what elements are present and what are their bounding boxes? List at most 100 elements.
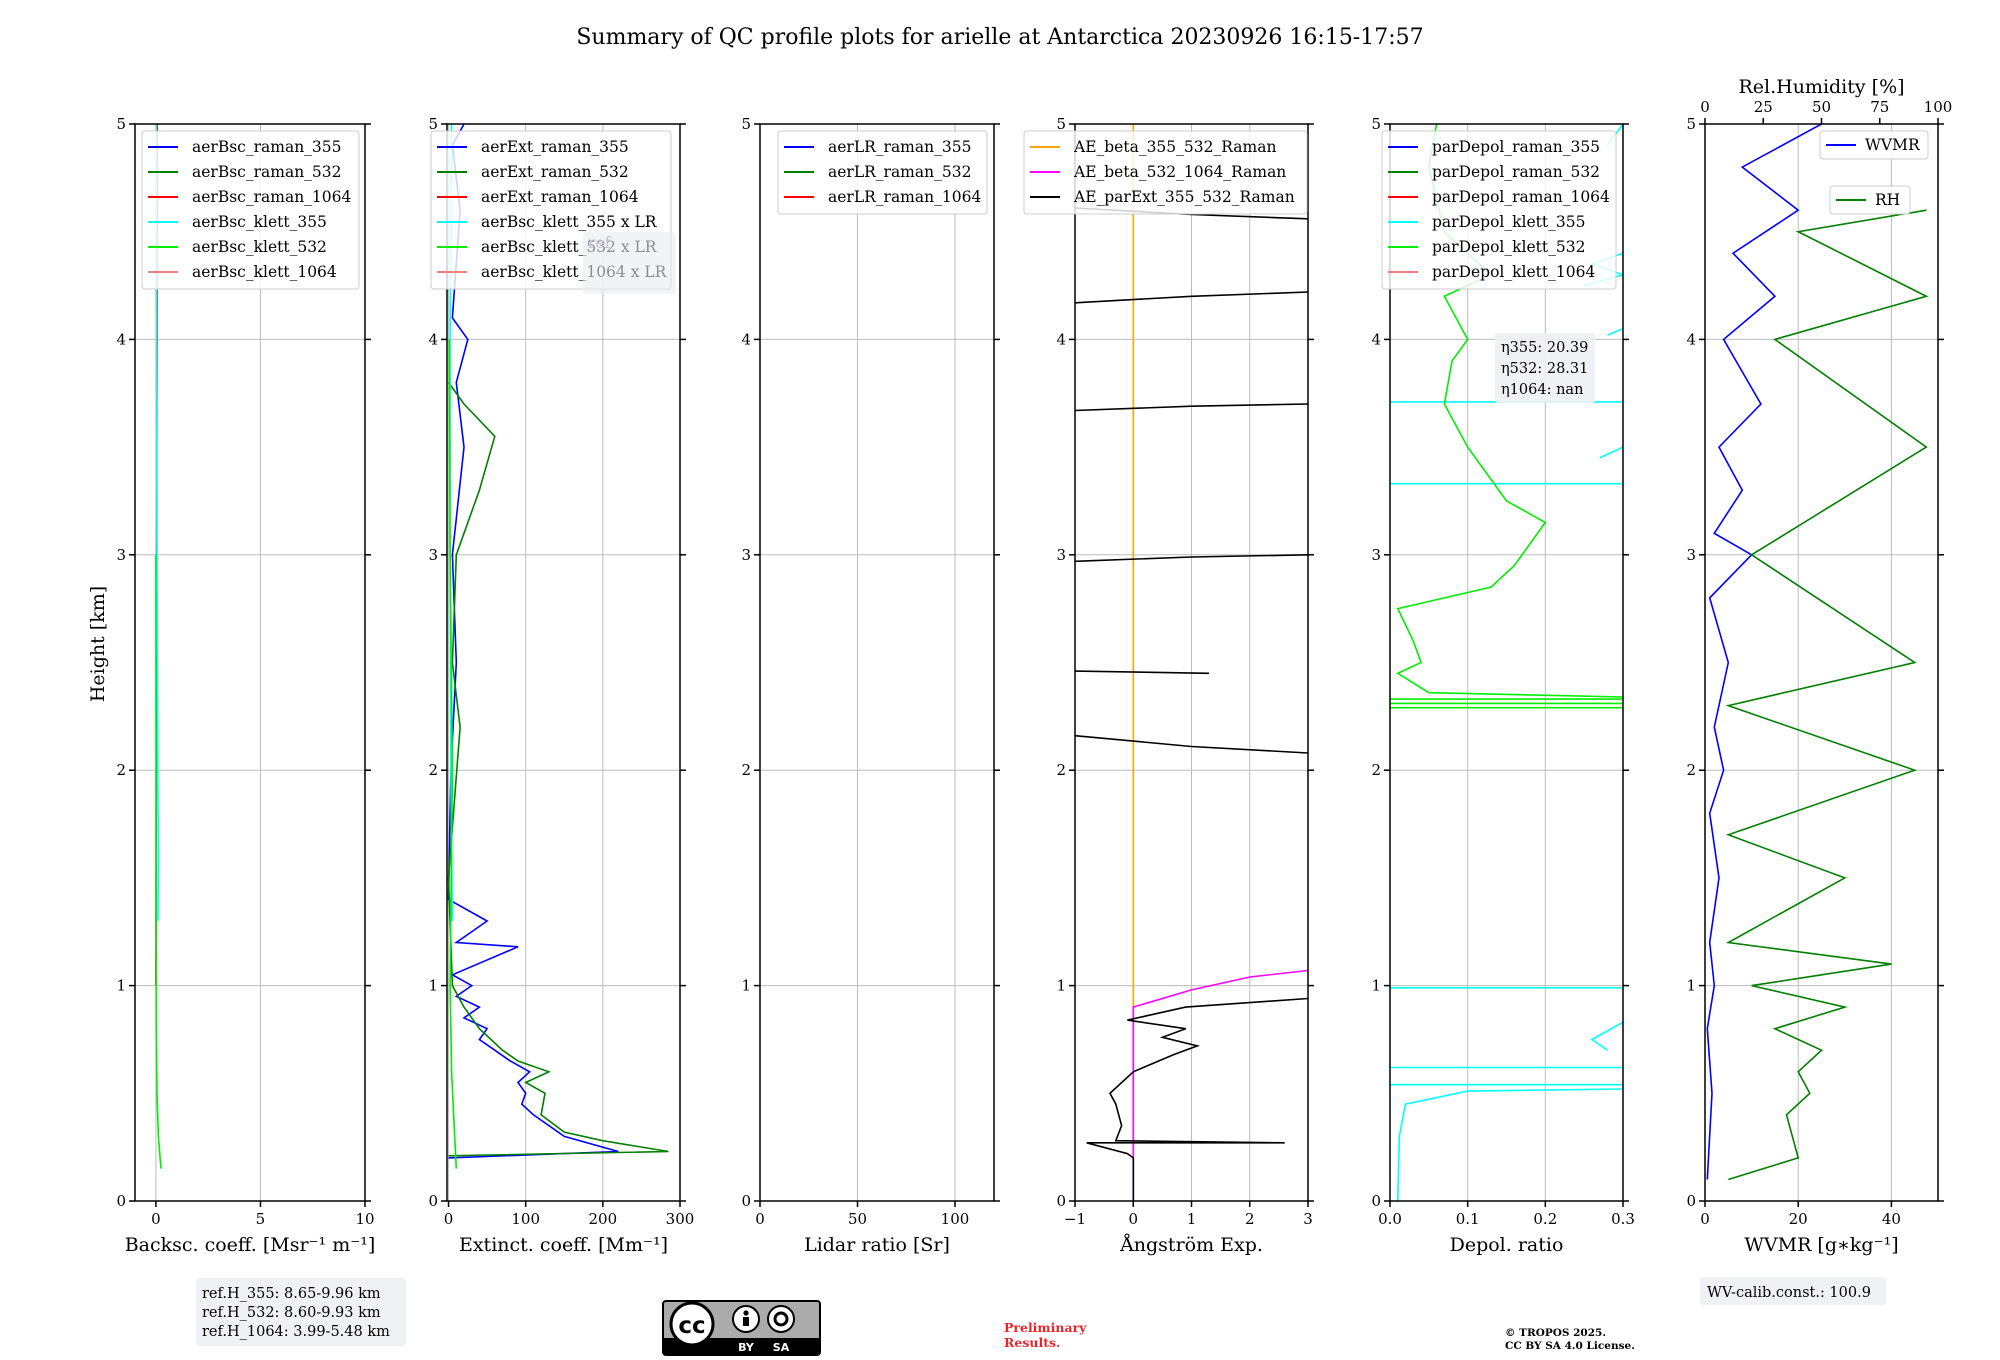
series-line-AE_parExt_355_532_Raman [1075,554,1308,563]
legend-label: aerLR_raman_1064 [828,188,981,206]
y-tick-label: 3 [1371,546,1381,564]
legend-label: parDepol_raman_355 [1432,138,1600,156]
x-tick-label: 0 [444,1210,454,1228]
y-tick-label: 4 [741,330,751,348]
x-tick-label: 2 [1245,1210,1255,1228]
series-line-WVMR [1706,124,1822,1180]
legend-label: RH [1875,191,1900,209]
legend-label: parDepol_klett_1064 [1432,263,1595,281]
y-tick-label: 1 [1056,977,1066,995]
copyright-line-2: CC BY SA 4.0 License. [1505,1340,1635,1352]
legend-box [1023,130,1308,215]
y-tick-label: 2 [1056,761,1066,779]
series-line-aerBsc_klett_532 x LR [448,339,458,1169]
series-line-RH [1725,209,1929,1181]
x-tick-label: 0.2 [1533,1210,1557,1228]
cc-sa-label: SA [773,1341,790,1354]
series-line-AE_parExt_355_532_Raman [1086,997,1308,1201]
series-line-parDepol_klett_355 [1397,1088,1623,1201]
x-tick-label: 20 [1789,1210,1808,1228]
x2-tick-label: 25 [1754,98,1773,116]
y-tick-label: 1 [741,977,751,995]
y-tick-label: 4 [116,330,126,348]
axes-frame [1074,123,1309,1202]
series-line-aerExt_raman_532 [447,382,669,1157]
x2-tick-label: 50 [1812,98,1831,116]
legend-label: aerExt_raman_1064 [481,188,639,206]
y-tick-label: 2 [428,761,438,779]
y-tick-label: 5 [428,115,438,133]
x-tick-label: 0.0 [1378,1210,1402,1228]
series-line-aerExt_raman_355 [447,124,619,1159]
y-tick-label: 1 [1371,977,1381,995]
legend-box [1381,130,1617,290]
y-tick-label: 0 [741,1192,751,1210]
x-tick-label: 0.3 [1611,1210,1635,1228]
x-tick-label: 300 [666,1210,695,1228]
obscured-annotation: ref [583,232,676,294]
y-tick-label: 4 [1686,330,1696,348]
y-axis-label: Height [km] [87,586,109,702]
axes-frame [134,123,366,1202]
legend-label: aerLR_raman_532 [828,163,971,181]
figure-title: Summary of QC profile plots for arielle … [576,25,1423,50]
x-tick-label: 5 [256,1210,266,1228]
y-tick-label: 3 [1686,546,1696,564]
y-tick-label: 3 [741,546,751,564]
y-tick-label: 0 [1371,1192,1381,1210]
x-tick-label: 0 [755,1210,765,1228]
y-tick-label: 5 [1371,115,1381,133]
y-tick-label: 4 [1371,330,1381,348]
ref-height-1064: ref.H_1064: 3.99-5.48 km [202,1324,390,1340]
legend-label: AE_beta_355_532_Raman [1073,138,1276,156]
legend-label: WVMR [1865,136,1921,154]
x-tick-label: 0 [151,1210,161,1228]
legend-box [777,130,988,215]
preliminary-line-1: Preliminary [1004,1320,1087,1335]
legend-label: aerBsc_raman_355 [192,138,342,156]
legend-label: aerBsc_klett_355 [192,213,327,231]
y-tick-label: 4 [1056,330,1066,348]
y-tick-label: 5 [1056,115,1066,133]
x-tick-label: 0 [1700,1210,1710,1228]
y-tick-label: 3 [1056,546,1066,564]
legend-box [141,130,360,290]
legend-label: AE_parExt_355_532_Raman [1073,188,1295,206]
x2-axis-label: Rel.Humidity [%] [1738,76,1904,98]
y-tick-label: 5 [741,115,751,133]
series-line-aerBsc_klett_532 [155,554,162,1169]
series-line-parDepol_klett_355 [1599,446,1623,459]
preliminary-line-2: Results. [1004,1335,1060,1350]
y-tick-label: 1 [116,977,126,995]
eta-line: η1064: nan [1501,382,1583,398]
series-line-AE_parExt_355_532_Raman [1075,291,1308,304]
legend-label: aerBsc_raman_532 [192,163,342,181]
legend-label: parDepol_raman_1064 [1432,188,1610,206]
y-tick-label: 4 [428,330,438,348]
y-tick-label: 0 [1686,1192,1696,1210]
axes-frame [759,123,995,1202]
y-tick-label: 2 [1686,761,1696,779]
eta-box: η355: 20.39 η532: 28.31 η1064: nan [1495,333,1595,403]
axes-frame [446,123,681,1202]
y-tick-label: 0 [428,1192,438,1210]
cc-license-badge: cc BY SA [662,1300,821,1356]
legend-label: aerExt_raman_355 [481,138,629,156]
wv-calib-box: WV-calib.const.: 100.9 [1700,1277,1886,1305]
series-line-AE_parExt_355_532_Raman [1075,670,1210,675]
axes-frame [1704,123,1939,1202]
y-tick-label: 0 [1056,1192,1066,1210]
x-tick-label: 0.1 [1456,1210,1480,1228]
y-tick-label: 1 [1686,977,1696,995]
x-axis-label: Lidar ratio [Sr] [804,1234,950,1256]
x-tick-label: −1 [1064,1210,1086,1228]
legend-label: AE_beta_532_1064_Raman [1073,163,1286,181]
y-tick-label: 2 [116,761,126,779]
x2-tick-label: 75 [1870,98,1889,116]
panel-5: 0 1 2 3 4 5 0.0 0.1 0.2 0.3 Depol. ratio parDepol_r… [1371,115,1634,1256]
x-tick-label: 100 [511,1210,540,1228]
